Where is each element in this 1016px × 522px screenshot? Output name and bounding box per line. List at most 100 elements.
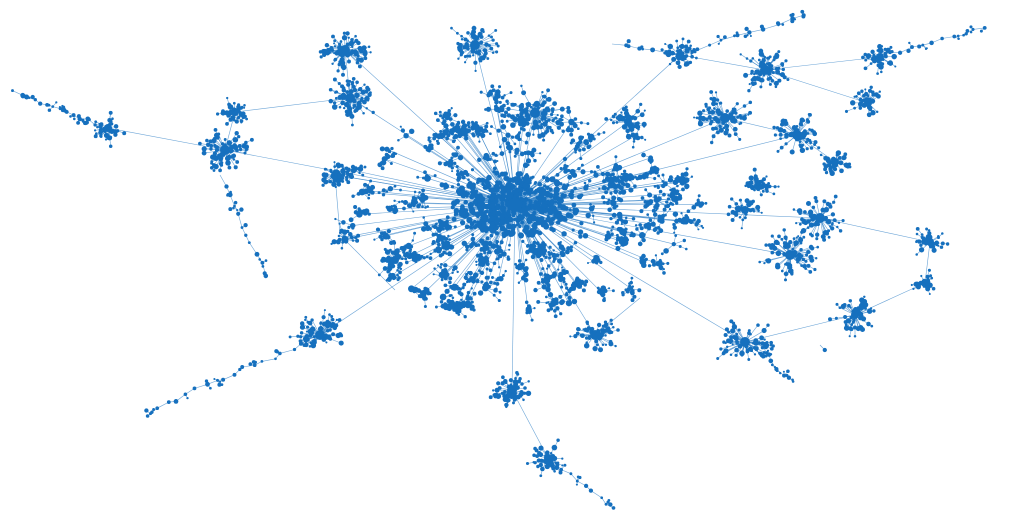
graph-node (647, 192, 653, 198)
graph-node (340, 176, 345, 180)
graph-node (423, 221, 429, 227)
graph-node (622, 169, 627, 173)
graph-node (592, 137, 596, 141)
graph-node (443, 123, 449, 129)
graph-node (696, 218, 701, 224)
graph-node (542, 254, 546, 258)
graph-node (557, 268, 560, 271)
graph-node (369, 187, 374, 192)
graph-node (454, 134, 458, 138)
graph-node (578, 135, 584, 141)
graph-node (571, 228, 575, 232)
graph-node (656, 185, 660, 190)
graph-node (555, 173, 560, 177)
graph-node (600, 171, 606, 177)
graph-node (673, 231, 676, 234)
graph-node (356, 233, 361, 238)
graph-node (501, 251, 507, 257)
graph-node (438, 273, 442, 277)
graph-node (411, 239, 415, 242)
graph-edge (819, 217, 931, 243)
graph-node (464, 136, 469, 141)
graph-node (423, 170, 427, 175)
graph-node (541, 241, 546, 245)
graph-node (643, 174, 648, 179)
graph-edge (763, 24, 779, 30)
graph-node (535, 241, 540, 246)
graph-node (435, 118, 440, 123)
graph-node (495, 242, 499, 245)
graph-node (545, 295, 548, 299)
graph-node (506, 257, 511, 261)
graph-node (580, 163, 584, 167)
graph-node (573, 186, 577, 191)
graph-node (411, 253, 416, 258)
graph-node (543, 273, 547, 277)
graph-node (483, 251, 487, 255)
graph-node (461, 240, 468, 247)
graph-node (427, 136, 431, 140)
graph-node (468, 243, 474, 249)
graph-node (596, 286, 600, 290)
graph-node (624, 230, 628, 234)
graph-node (684, 183, 690, 189)
graph-node (615, 246, 621, 252)
graph-node (370, 190, 374, 195)
graph-node (697, 228, 700, 231)
graph-node (609, 191, 613, 195)
graph-node (653, 205, 658, 209)
graph-node (506, 255, 510, 259)
graph-node (581, 148, 584, 151)
graph-node (602, 200, 606, 205)
graph-node (661, 262, 665, 266)
graph-node (643, 204, 648, 209)
graph-node (631, 145, 635, 149)
graph-node (363, 182, 368, 187)
graph-node (373, 238, 376, 241)
graph-node (425, 174, 429, 178)
graph-node (338, 222, 341, 225)
graph-node (446, 111, 452, 117)
graph-node (505, 132, 511, 138)
graph-node (559, 240, 562, 244)
graph-node (465, 272, 469, 276)
graph-node (447, 251, 453, 257)
graph-node (581, 288, 586, 293)
graph-node (485, 236, 490, 241)
graph-node (602, 131, 606, 134)
graph-node (526, 243, 530, 247)
graph-node (464, 224, 470, 230)
graph-node (492, 261, 497, 266)
graph-node (698, 202, 704, 208)
graph-edge (219, 174, 227, 187)
graph-node (387, 149, 392, 154)
graph-node (439, 272, 442, 275)
graph-node (472, 291, 477, 296)
graph-node (639, 226, 644, 231)
graph-node (444, 240, 449, 245)
graph-node (348, 232, 353, 237)
graph-node (448, 117, 453, 121)
graph-edge (339, 234, 396, 291)
graph-node (613, 189, 619, 195)
graph-node (548, 245, 552, 249)
graph-node (440, 278, 444, 282)
graph-node (340, 246, 344, 250)
graph-node (423, 197, 427, 201)
graph-node (433, 111, 438, 116)
graph-node (490, 125, 493, 129)
graph-node (607, 207, 612, 213)
graph-node (450, 156, 454, 160)
graph-node (558, 271, 564, 277)
graph-node (353, 205, 358, 209)
graph-node (566, 169, 570, 173)
graph-node (643, 200, 648, 204)
graph-node (453, 161, 457, 165)
graph-node (668, 175, 673, 180)
graph-node (653, 213, 657, 216)
graph-node (487, 250, 492, 255)
graph-node (560, 285, 564, 289)
graph-node (381, 188, 386, 193)
graph-node (664, 204, 668, 209)
graph-edge (972, 27, 985, 30)
